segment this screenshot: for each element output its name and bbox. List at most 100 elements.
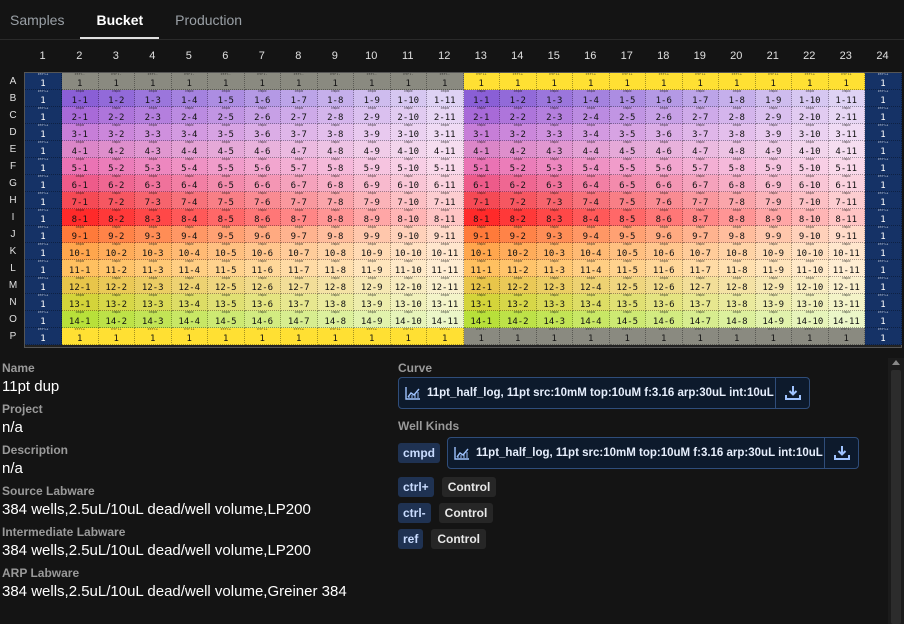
plate-well[interactable]: cmpd 2-2 [98,107,135,124]
plate-well[interactable]: cmpd 12-9 [755,277,792,294]
plate-well[interactable]: cmpd 9-5 [609,226,646,243]
plate-well[interactable]: ctrl- 1 [317,73,354,90]
plate-well[interactable]: ctrl+ 1 [865,158,902,175]
plate-well[interactable]: cmpd 2-1 [463,107,500,124]
plate-well[interactable]: cmpd 8-5 [609,209,646,226]
plate-well[interactable]: cmpd 13-8 [317,294,354,311]
plate-well[interactable]: ctrl+ 1 [25,90,62,107]
plate-well[interactable]: ctrl+ 1 [536,73,573,90]
plate-well[interactable]: ctrl+ 1 [135,328,172,345]
plate-well[interactable]: cmpd 13-8 [719,294,756,311]
plate-well[interactable]: ctrl+ 1 [646,73,683,90]
plate-well[interactable]: cmpd 12-1 [463,277,500,294]
plate-well[interactable]: cmpd 11-7 [682,260,719,277]
plate-well[interactable]: cmpd 4-1 [463,141,500,158]
plate-well[interactable]: cmpd 6-6 [646,175,683,192]
plate-well[interactable]: cmpd 5-5 [609,158,646,175]
plate-well[interactable]: ctrl+ 1 [25,158,62,175]
plate-well[interactable]: cmpd 10-10 [792,243,829,260]
plate-well[interactable]: cmpd 4-7 [281,141,318,158]
plate-well[interactable]: cmpd 14-11 [828,311,865,328]
plate-well[interactable]: ctrl+ 1 [25,294,62,311]
plate-well[interactable]: ctrl+ 1 [390,328,427,345]
plate-well[interactable]: cmpd 10-5 [609,243,646,260]
plate-well[interactable]: cmpd 2-6 [646,107,683,124]
plate-well[interactable]: cmpd 3-9 [755,124,792,141]
plate-well[interactable]: cmpd 11-10 [390,260,427,277]
plate-well[interactable]: ctrl+ 1 [865,175,902,192]
plate-well[interactable]: cmpd 13-11 [828,294,865,311]
plate-well[interactable]: cmpd 3-9 [354,124,391,141]
plate-well[interactable]: ctrl+ 1 [208,328,245,345]
plate-well[interactable]: ctrl+ 1 [865,277,902,294]
plate-well[interactable]: cmpd 10-10 [390,243,427,260]
plate-well[interactable]: cmpd 6-6 [244,175,281,192]
tab-bucket[interactable]: Bucket [80,0,160,39]
plate-well[interactable]: cmpd 14-6 [646,311,683,328]
plate-well[interactable]: cmpd 1-7 [281,90,318,107]
plate-well[interactable]: cmpd 11-6 [646,260,683,277]
plate-well[interactable]: ctrl+ 1 [865,73,902,90]
plate-well[interactable]: cmpd 5-3 [135,158,172,175]
plate-well[interactable]: cmpd 6-3 [135,175,172,192]
plate-well[interactable]: cmpd 10-6 [646,243,683,260]
plate-well[interactable]: cmpd 11-2 [98,260,135,277]
plate-well[interactable]: cmpd 10-8 [317,243,354,260]
plate-well[interactable]: cmpd 8-2 [98,209,135,226]
plate-well[interactable]: cmpd 5-5 [208,158,245,175]
plate-well[interactable]: cmpd 14-2 [500,311,537,328]
plate-well[interactable]: cmpd 5-6 [646,158,683,175]
plate-well[interactable]: cmpd 11-11 [828,260,865,277]
plate-well[interactable]: cmpd 2-7 [682,107,719,124]
plate-well[interactable]: cmpd 4-6 [244,141,281,158]
plate-well[interactable]: cmpd 12-8 [317,277,354,294]
plate-well[interactable]: cmpd 7-9 [354,192,391,209]
plate-well[interactable]: ctrl+ 1 [25,243,62,260]
plate-well[interactable]: cmpd 12-3 [135,277,172,294]
plate-well[interactable]: cmpd 8-7 [281,209,318,226]
plate-well[interactable]: ctrl- 1 [281,73,318,90]
plate-well[interactable]: ctrl+ 1 [865,226,902,243]
plate-well[interactable]: cmpd 3-6 [646,124,683,141]
plate-well[interactable]: cmpd 7-6 [244,192,281,209]
plate-well[interactable]: cmpd 11-2 [500,260,537,277]
plate-well[interactable]: cmpd 10-5 [208,243,245,260]
plate-well[interactable]: ctrl+ 1 [865,311,902,328]
plate-well[interactable]: ctrl- 1 [463,328,500,345]
plate-well[interactable]: cmpd 13-4 [171,294,208,311]
plate-well[interactable]: cmpd 10-3 [536,243,573,260]
plate-well[interactable]: ctrl- 1 [828,328,865,345]
plate-well[interactable]: cmpd 12-4 [171,277,208,294]
plate-well[interactable]: cmpd 10-4 [171,243,208,260]
plate-well[interactable]: cmpd 9-7 [281,226,318,243]
plate-well[interactable]: cmpd 4-4 [573,141,610,158]
plate-well[interactable]: cmpd 6-9 [354,175,391,192]
plate-well[interactable]: cmpd 6-5 [609,175,646,192]
plate-well[interactable]: cmpd 3-3 [135,124,172,141]
plate-well[interactable]: ctrl+ 1 [427,328,464,345]
plate-well[interactable]: cmpd 10-9 [755,243,792,260]
plate-well[interactable]: cmpd 1-1 [62,90,99,107]
plate-well[interactable]: cmpd 9-8 [719,226,756,243]
plate-well[interactable]: cmpd 10-2 [500,243,537,260]
plate-well[interactable]: cmpd 5-11 [427,158,464,175]
plate-well[interactable]: ctrl- 1 [244,73,281,90]
plate-well[interactable]: cmpd 2-9 [354,107,391,124]
plate-well[interactable]: cmpd 13-10 [792,294,829,311]
plate-well[interactable]: cmpd 14-8 [719,311,756,328]
plate-well[interactable]: ctrl- 1 [171,73,208,90]
plate-well[interactable]: cmpd 8-4 [573,209,610,226]
plate-well[interactable]: cmpd 12-6 [244,277,281,294]
plate-well[interactable]: cmpd 7-4 [171,192,208,209]
plate-well[interactable]: cmpd 3-6 [244,124,281,141]
plate-well[interactable]: cmpd 13-4 [573,294,610,311]
plate-well[interactable]: cmpd 11-4 [573,260,610,277]
plate-well[interactable]: cmpd 5-7 [682,158,719,175]
plate-well[interactable]: ctrl+ 1 [865,124,902,141]
plate-well[interactable]: ctrl+ 1 [682,73,719,90]
plate-well[interactable]: ctrl+ 1 [317,328,354,345]
plate-well[interactable]: ctrl+ 1 [865,294,902,311]
plate-well[interactable]: cmpd 4-2 [98,141,135,158]
plate-well[interactable]: ctrl- 1 [390,73,427,90]
plate-well[interactable]: cmpd 10-4 [573,243,610,260]
